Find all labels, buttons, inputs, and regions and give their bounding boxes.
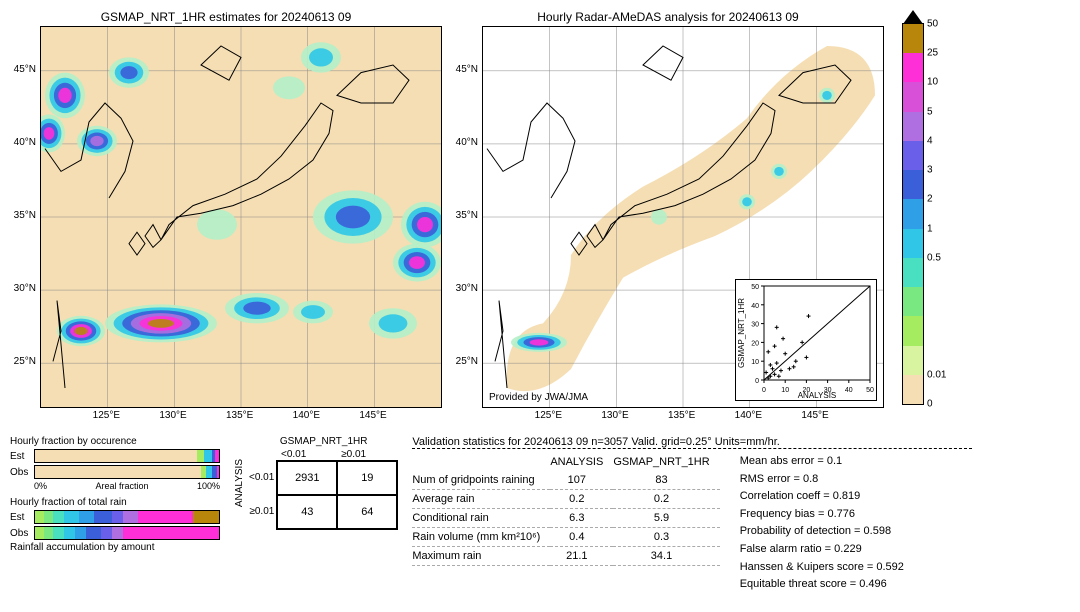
occurrence-title: Hourly fraction by occurence [10, 436, 220, 447]
cont-cell: 43 [277, 495, 337, 529]
occurrence-scale: 0% Areal fraction 100% [10, 481, 220, 491]
cont-col-title: GSMAP_NRT_1HR [280, 436, 368, 447]
svg-text:40: 40 [845, 387, 853, 394]
stats-row: Rain volume (mm km²10⁶)0.40.3 [412, 528, 719, 547]
right-y-axis: 25°N30°N35°N40°N45°N [452, 26, 482, 408]
colorbar-arrow-icon [903, 10, 923, 24]
svg-text:GSMAP_NRT_1HR: GSMAP_NRT_1HR [737, 298, 746, 368]
fraction-charts: Hourly fraction by occurence Est Obs 0% A… [10, 436, 220, 555]
stats-block: Validation statistics for 20240613 09 n=… [412, 436, 972, 594]
cont-col-labels: <0.01 ≥0.01 [264, 449, 384, 460]
left-map-title: GSMAP_NRT_1HR estimates for 20240613 09 [10, 10, 442, 24]
metric-line: False alarm ratio = 0.229 [740, 541, 904, 559]
metric-line: RMS error = 0.8 [740, 471, 904, 489]
provided-label: Provided by JWA/JMA [489, 392, 588, 403]
hbar-row: Obs [10, 526, 220, 540]
left-map-svg [41, 27, 441, 407]
right-x-axis: 125°E130°E135°E140°E145°E [482, 408, 884, 426]
right-map-panel: Hourly Radar-AMeDAS analysis for 2024061… [452, 10, 884, 426]
cont-cell: 2931 [277, 461, 337, 495]
svg-text:20: 20 [751, 340, 759, 347]
metric-line: Equitable threat score = 0.496 [740, 576, 904, 594]
totalrain-footer: Rainfall accumulation by amount [10, 542, 220, 553]
metric-line: Hanssen & Kuipers score = 0.592 [740, 559, 904, 577]
svg-text:40: 40 [751, 303, 759, 310]
colorbar-column: 502510543210.50.010 [902, 10, 924, 405]
metric-line: Frequency bias = 0.776 [740, 506, 904, 524]
stats-metrics: Mean abs error = 0.1RMS error = 0.8Corre… [740, 453, 904, 594]
stats-row: Conditional rain6.35.9 [412, 509, 719, 528]
stats-table: ANALYSISGSMAP_NRT_1HR Num of gridpoints … [412, 453, 719, 594]
stats-row: Maximum rain21.134.1 [412, 547, 719, 566]
left-map-box [40, 26, 442, 408]
hbar-row: Obs [10, 465, 220, 479]
metric-line: Mean abs error = 0.1 [740, 453, 904, 471]
cont-row-title: ANALYSIS [234, 459, 245, 507]
cont-cell: 19 [337, 461, 397, 495]
svg-text:ANALYSIS: ANALYSIS [798, 391, 837, 400]
svg-text:10: 10 [781, 387, 789, 394]
metric-line: Probability of detection = 0.598 [740, 523, 904, 541]
svg-text:0: 0 [755, 378, 759, 385]
colorbar: 502510543210.50.010 [902, 23, 924, 405]
cont-grid: 2931 19 43 64 [276, 460, 398, 530]
svg-text:10: 10 [751, 359, 759, 366]
svg-text:50: 50 [751, 284, 759, 291]
top-row: GSMAP_NRT_1HR estimates for 20240613 09 … [10, 10, 1070, 426]
stats-row: Num of gridpoints raining10783 [412, 471, 719, 490]
inset-svg: 0010102020303040405050ANALYSISGSMAP_NRT_… [736, 280, 876, 400]
bottom-row: Hourly fraction by occurence Est Obs 0% A… [10, 436, 1070, 594]
right-map-box: Provided by JWA/JMA 00101020203030404050… [482, 26, 884, 408]
stats-title: Validation statistics for 20240613 09 n=… [412, 436, 972, 449]
svg-text:50: 50 [866, 387, 874, 394]
cont-cell: 64 [337, 495, 397, 529]
hbar-row: Est [10, 510, 220, 524]
hbar-row: Est [10, 449, 220, 463]
metric-line: Correlation coeff = 0.819 [740, 488, 904, 506]
totalrain-title: Hourly fraction of total rain [10, 497, 220, 508]
right-map-title: Hourly Radar-AMeDAS analysis for 2024061… [452, 10, 884, 24]
contingency-block: ANALYSIS GSMAP_NRT_1HR <0.01 ≥0.01 <0.01… [234, 436, 398, 530]
left-y-axis: 25°N30°N35°N40°N45°N [10, 26, 40, 408]
svg-text:30: 30 [751, 322, 759, 329]
left-x-axis: 125°E130°E135°E140°E145°E [40, 408, 442, 426]
left-map-panel: GSMAP_NRT_1HR estimates for 20240613 09 … [10, 10, 442, 426]
svg-text:0: 0 [762, 387, 766, 394]
stats-row: Average rain0.20.2 [412, 490, 719, 509]
inset-scatter: 0010102020303040405050ANALYSISGSMAP_NRT_… [735, 279, 877, 401]
